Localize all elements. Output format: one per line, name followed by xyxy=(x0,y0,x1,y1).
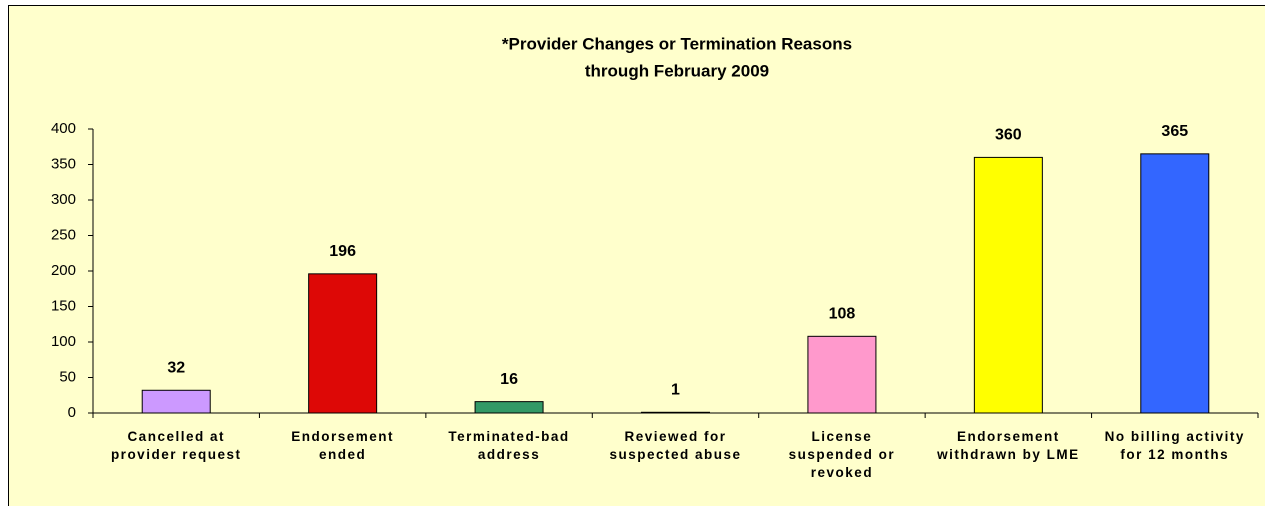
y-tick-label: 400 xyxy=(51,120,76,137)
y-tick-label: 300 xyxy=(51,191,76,208)
chart-title: *Provider Changes or Termination Reasons xyxy=(502,34,852,53)
x-tick-label: Endorsement withdrawn by LME xyxy=(937,429,1080,462)
y-tick-label: 0 xyxy=(68,404,76,421)
x-tick-label: Endorsement ended xyxy=(291,429,395,462)
value-label: 365 xyxy=(1161,123,1188,140)
y-tick-label: 50 xyxy=(59,368,76,385)
value-label: 108 xyxy=(829,306,856,323)
y-tick-label: 150 xyxy=(51,297,76,314)
x-tick-label: Cancelled at provider request xyxy=(110,429,242,462)
y-tick-label: 350 xyxy=(51,155,76,172)
x-tick-label: Reviewed for suspected abuse xyxy=(609,429,742,462)
value-label: 196 xyxy=(329,243,356,260)
bar xyxy=(308,273,378,414)
value-label: 32 xyxy=(167,359,185,376)
value-label: 1 xyxy=(671,382,680,399)
x-tick-label: Terminated-bad address xyxy=(448,429,570,462)
chart-frame xyxy=(8,5,1265,506)
bar xyxy=(1140,153,1210,414)
bar xyxy=(474,401,544,414)
value-label: 360 xyxy=(995,127,1022,144)
x-tick-label: No billing activity for 12 months xyxy=(1104,429,1245,462)
x-tick-label: License suspended or revoked xyxy=(788,429,896,480)
chart-title: through February 2009 xyxy=(585,61,769,80)
y-tick-label: 200 xyxy=(51,262,76,279)
y-tick-label: 100 xyxy=(51,333,76,350)
bar xyxy=(141,389,211,414)
bar xyxy=(641,411,710,414)
y-tick-label: 250 xyxy=(51,226,76,243)
bar xyxy=(973,156,1043,414)
bar xyxy=(807,335,877,414)
value-label: 16 xyxy=(500,371,518,388)
